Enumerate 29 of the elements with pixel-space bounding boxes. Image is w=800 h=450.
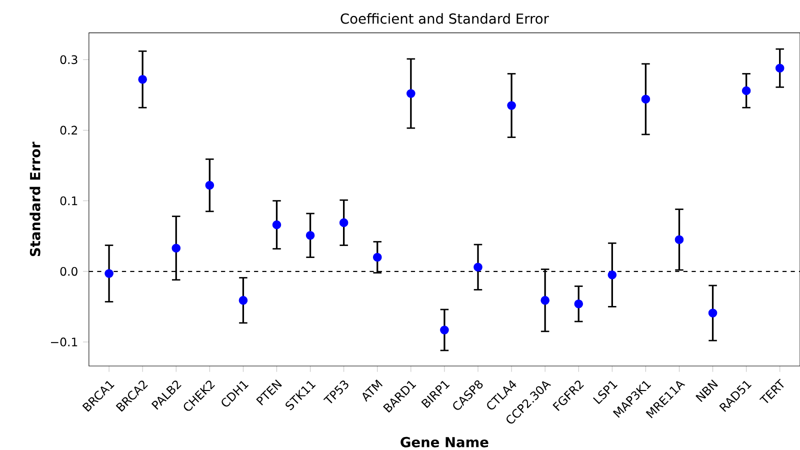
y-axis-title: Standard Error — [30, 142, 40, 256]
point — [608, 270, 617, 280]
point — [272, 220, 282, 230]
point — [339, 218, 348, 228]
chart-title: Coefficient and Standard Error — [340, 13, 549, 24]
point — [440, 326, 449, 335]
point — [641, 94, 650, 104]
point — [474, 262, 482, 272]
point — [238, 296, 248, 305]
point — [708, 308, 718, 318]
point — [574, 300, 584, 308]
point — [372, 253, 382, 262]
y-tick-label: 0.2 — [60, 126, 78, 135]
point — [406, 89, 416, 98]
point — [742, 86, 751, 96]
point — [138, 75, 147, 84]
y-tick-label: 0.3 — [60, 55, 78, 64]
y-tick-label: 0.1 — [60, 196, 78, 206]
point — [205, 181, 214, 190]
point — [104, 269, 114, 278]
point — [775, 64, 784, 73]
y-tick-label: −0.1 — [51, 338, 78, 347]
point — [540, 296, 550, 305]
point — [674, 235, 684, 244]
y-tick-label: 0.0 — [60, 267, 78, 276]
point — [507, 101, 516, 110]
x-axis-title: Gene Name — [400, 437, 488, 448]
point — [306, 231, 315, 240]
point — [172, 244, 181, 253]
